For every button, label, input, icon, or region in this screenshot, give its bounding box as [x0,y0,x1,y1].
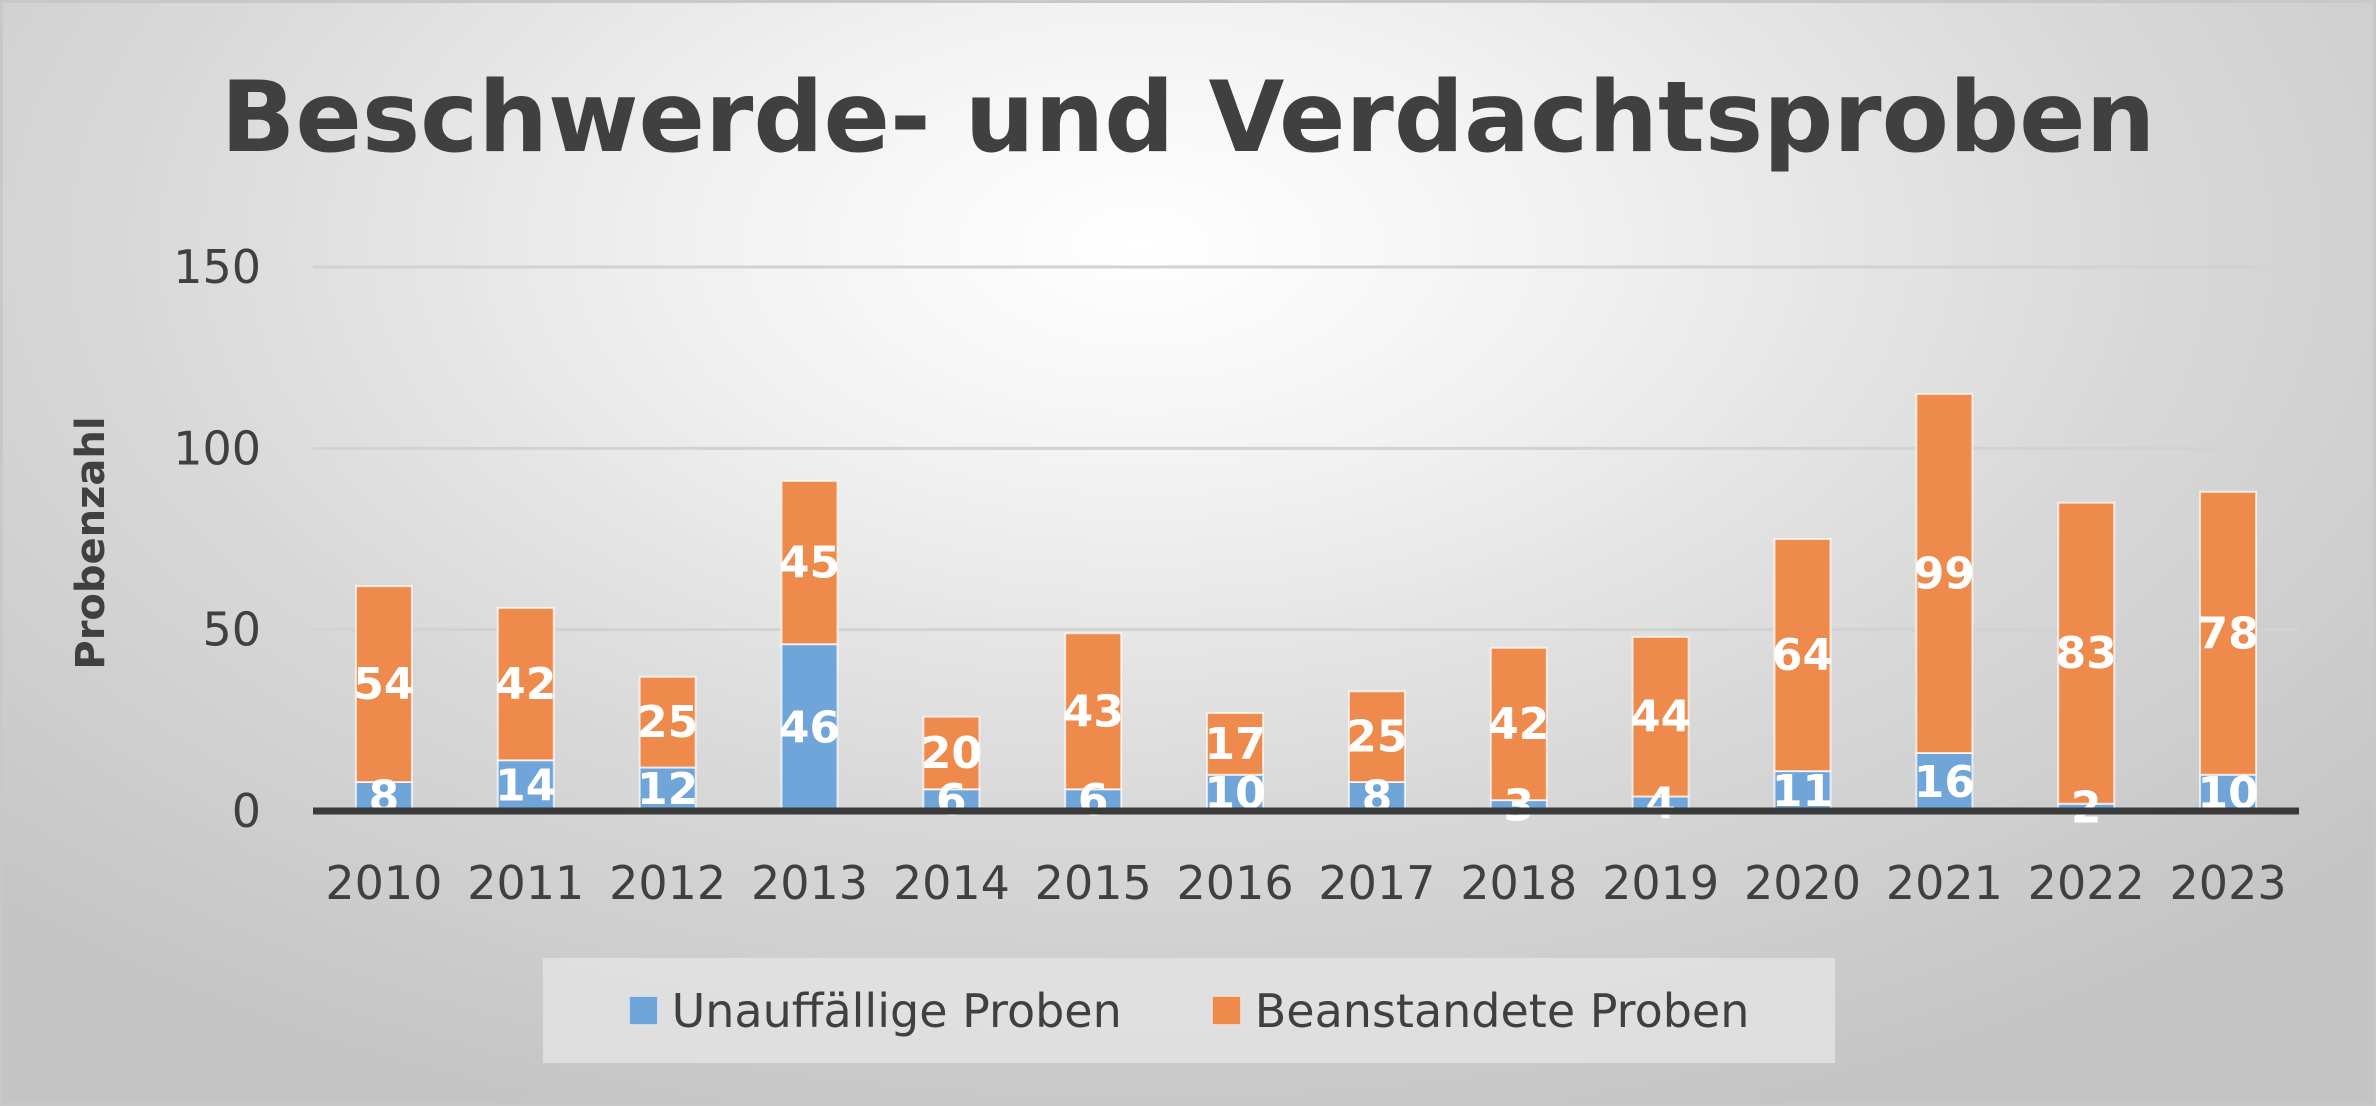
data-label-beanstandete: 25 [637,697,698,748]
x-tick-label: 2016 [1177,856,1294,910]
data-label-beanstandete: 45 [779,538,840,589]
y-tick-label: 0 [232,784,261,838]
x-tick-label: 2022 [2028,856,2145,910]
bar-beanstandete [1489,646,1548,802]
y-tick-label: 150 [173,240,261,294]
x-tick-label: 2017 [1318,856,1435,910]
y-tick-label: 100 [173,421,261,475]
x-tick-label: 2014 [893,856,1010,910]
x-tick-label: 2015 [1035,856,1152,910]
data-label-unauffaellige: 8 [1362,771,1393,822]
x-tick-label: 2020 [1744,856,1861,910]
bar-beanstandete [354,585,413,783]
x-tick-label: 2012 [609,856,726,910]
bar-beanstandete [780,479,839,646]
bar-beanstandete [1064,632,1123,791]
bar-unauffaellige [638,766,697,812]
bar-beanstandete [1206,712,1265,776]
y-tick-label: 50 [202,603,261,657]
data-label-beanstandete: 25 [1346,712,1407,763]
bar-unauffaellige [1347,780,1406,813]
bar-beanstandete [922,715,981,791]
bar-unauffaellige [2199,773,2258,813]
legend-item-beanstandete: Beanstandete Proben [1211,983,1750,1038]
data-label-beanstandete: 64 [1772,630,1833,681]
data-label-beanstandete: 43 [1063,686,1124,737]
bar-beanstandete [638,675,697,769]
data-label-unauffaellige: 12 [637,764,698,815]
bar-beanstandete [496,606,555,762]
bar-unauffaellige [496,759,555,813]
bar-unauffaellige [1206,773,1265,813]
chart-title: Beschwerde- und Verdachtsproben [220,61,2156,175]
data-label-beanstandete: 83 [2056,628,2117,679]
x-tick-label: 2013 [751,856,868,910]
x-tick-label: 2018 [1460,856,1577,910]
legend-label-unauffaellige: Unauffällige Proben [671,983,1122,1038]
data-label-beanstandete: 99 [1914,548,1975,599]
data-label-unauffaellige: 3 [1503,781,1534,832]
data-label-beanstandete: 20 [921,728,982,779]
data-label-unauffaellige: 16 [1914,757,1975,808]
data-label-beanstandete: 42 [1488,699,1549,750]
data-label-beanstandete: 54 [353,659,414,710]
bar-beanstandete [1773,538,1832,773]
bar-beanstandete [1347,690,1406,783]
bar-beanstandete [1915,392,1974,754]
legend-swatch-unauffaellige [628,996,658,1025]
plot-area: 0501001505482010421420112512201245462013… [173,240,2299,910]
data-label-unauffaellige: 6 [1078,775,1109,826]
bar-beanstandete [2199,490,2258,776]
x-tick-label: 2011 [467,856,584,910]
legend: Unauffällige Proben Beanstandete Proben [543,958,1835,1063]
x-tick-label: 2023 [2170,856,2287,910]
data-label-beanstandete: 78 [2197,608,2258,659]
bar-beanstandete [2057,501,2116,805]
x-tick-label: 2010 [325,856,442,910]
x-tick-label: 2019 [1602,856,1719,910]
data-label-unauffaellige: 4 [1645,779,1676,830]
data-label-unauffaellige: 8 [369,771,400,822]
data-label-beanstandete: 17 [1204,719,1265,770]
data-label-unauffaellige: 14 [495,761,556,812]
legend-swatch-beanstandete [1211,996,1241,1025]
data-label-unauffaellige: 6 [936,775,967,826]
data-label-unauffaellige: 46 [779,703,840,754]
bar-beanstandete [1631,635,1690,798]
x-tick-label: 2021 [1886,856,2003,910]
bar-unauffaellige [1915,751,1974,812]
data-label-beanstandete: 44 [1630,692,1691,743]
legend-label-beanstandete: Beanstandete Proben [1254,983,1750,1038]
data-label-beanstandete: 42 [495,659,556,710]
legend-item-unauffaellige: Unauffällige Proben [628,983,1122,1038]
